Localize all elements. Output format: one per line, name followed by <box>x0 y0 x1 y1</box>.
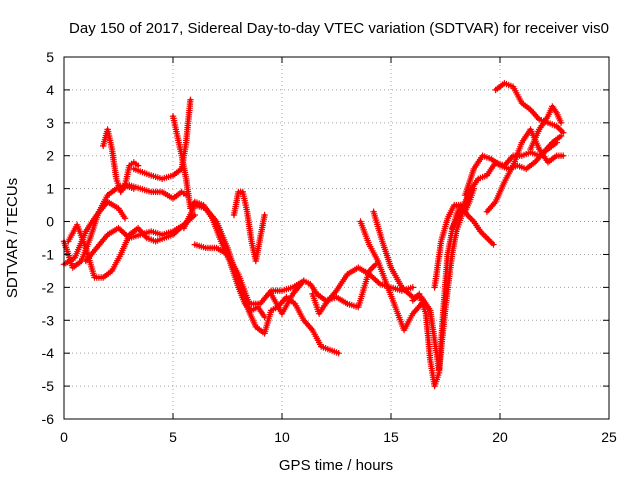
data-point <box>373 278 381 285</box>
y-tick-label: -4 <box>42 345 55 361</box>
x-tick-label: 25 <box>601 429 617 445</box>
y-tick-label: -5 <box>42 378 55 394</box>
data-point <box>335 349 342 357</box>
data-point <box>367 272 374 279</box>
y-tick-label: -6 <box>42 411 55 427</box>
y-tick-label: -3 <box>42 312 55 328</box>
x-axis-label: GPS time / hours <box>279 457 393 474</box>
y-tick-label: 0 <box>46 214 54 230</box>
data-point <box>120 229 127 236</box>
y-tick-label: 1 <box>46 181 54 197</box>
y-axis-label: SDTVAR / TECUs <box>4 178 21 298</box>
y-tick-label: 4 <box>46 82 54 98</box>
x-tick-label: 20 <box>492 429 508 445</box>
y-tick-label: 5 <box>46 49 54 65</box>
data-point <box>403 288 410 295</box>
data-point <box>557 119 565 127</box>
data-point <box>406 291 413 298</box>
y-tick-label: -2 <box>42 279 55 295</box>
data-point <box>116 226 124 233</box>
data-point <box>121 215 129 222</box>
chart-title: Day 150 of 2017, Sidereal Day-to-day VTE… <box>69 20 609 37</box>
series-arc22 <box>527 103 565 153</box>
plot-frame <box>63 56 610 420</box>
data-point <box>123 232 130 239</box>
series-arc4 <box>82 215 194 265</box>
series-arc11 <box>230 188 268 265</box>
series-arc3 <box>65 211 198 281</box>
ticks: 0 5 10 15 20 25 -6 -5 -4 -3 -2 -1 0 1 2 3 4 5 <box>42 49 617 445</box>
y-tick-label: -1 <box>42 246 55 262</box>
x-tick-label: 10 <box>274 429 290 445</box>
y-tick-label: 2 <box>46 148 54 164</box>
data-point <box>400 285 407 292</box>
data-point <box>261 211 268 219</box>
y-tick-label: 3 <box>46 115 54 131</box>
data-point <box>560 152 567 159</box>
data-point <box>370 275 378 282</box>
series-arc14 <box>357 218 425 334</box>
data-point <box>490 241 497 248</box>
x-tick-label: 5 <box>169 429 177 445</box>
data-point <box>187 96 194 103</box>
series-arc13 <box>309 264 416 317</box>
series-arc17 <box>431 201 497 291</box>
series-arc5 <box>100 126 142 196</box>
data-point <box>409 284 416 291</box>
series-layer <box>60 80 567 390</box>
series-arc6 <box>117 182 190 202</box>
x-tick-label: 15 <box>383 429 399 445</box>
x-tick-label: 0 <box>60 429 68 445</box>
series-arc10 <box>191 241 307 307</box>
data-point <box>560 129 567 136</box>
